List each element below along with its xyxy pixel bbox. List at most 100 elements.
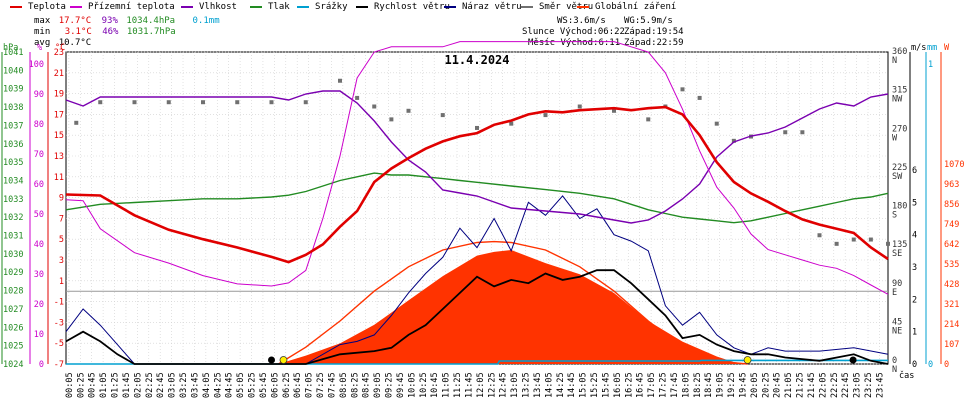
x-tick-label: 04:45 bbox=[225, 372, 235, 398]
y-tick-mm: 1 bbox=[928, 60, 933, 70]
y-tick-temp: 3 bbox=[59, 256, 64, 266]
x-tick-label: 00:45 bbox=[88, 372, 98, 398]
y-tick-w: 856 bbox=[944, 200, 959, 210]
series-temperature bbox=[65, 105, 889, 264]
series-ground-temperature bbox=[65, 41, 889, 295]
legend-swatch bbox=[444, 6, 456, 8]
y-tick-temp: 21 bbox=[54, 69, 64, 79]
y-tick-percent: 20 bbox=[34, 300, 44, 310]
y-tick-deg: 180 bbox=[892, 202, 907, 212]
x-tick-label: 14:25 bbox=[556, 372, 566, 398]
x-tick-label: 20:05 bbox=[750, 372, 760, 398]
stats-avg-label: avg bbox=[34, 38, 51, 48]
y-tick-ms: 1 bbox=[912, 328, 917, 338]
wind-direction-point bbox=[834, 241, 839, 246]
x-tick-label: 03:45 bbox=[190, 372, 200, 398]
y-tick-w: 963 bbox=[944, 180, 959, 190]
series-precipitation bbox=[66, 359, 888, 365]
x-tick-label: 11:05 bbox=[442, 372, 452, 398]
y-tick-w: 0 bbox=[944, 360, 949, 370]
y-tick-hpa: 1033 bbox=[3, 195, 23, 205]
x-tick-label: 19:45 bbox=[738, 372, 748, 398]
x-tick-label: 03:05 bbox=[168, 372, 178, 398]
wind-direction-point bbox=[509, 121, 514, 126]
x-tick-label: 16:45 bbox=[636, 372, 646, 398]
legend: Teplota Přízemní teplota Vlhkost Tlak Srážky… bbox=[0, 0, 966, 16]
x-tick-label: 12:25 bbox=[487, 372, 497, 398]
wind-direction-point bbox=[851, 237, 856, 242]
stats-max-pres: 1034.4hPa bbox=[126, 16, 176, 26]
stats-min-hum: 46% bbox=[102, 27, 119, 37]
stats-max-hum: 93% bbox=[101, 16, 118, 26]
wind-direction-point bbox=[440, 113, 445, 118]
x-tick-label: 15:45 bbox=[601, 372, 611, 398]
x-tick-label: 23:05 bbox=[853, 372, 863, 398]
x-tick-label: 07:05 bbox=[305, 372, 315, 398]
wind-direction-point bbox=[166, 100, 171, 105]
x-tick-label: 18:25 bbox=[693, 372, 703, 398]
legend-swatch bbox=[577, 6, 589, 8]
y-tick-hpa: 1028 bbox=[3, 287, 23, 297]
y-tick-percent: 100 bbox=[29, 60, 44, 70]
stats-min-label: min bbox=[34, 27, 51, 37]
y-tick-percent: 50 bbox=[34, 210, 44, 220]
y-tick-dir: S bbox=[892, 211, 897, 221]
x-tick-label: 02:25 bbox=[145, 372, 155, 398]
stats-max: max 17.7°C 93% 1034.4hPa 0.1mm bbox=[34, 16, 220, 27]
wind-direction-point bbox=[783, 130, 788, 135]
x-tick-label: 17:25 bbox=[659, 372, 669, 398]
y-tick-mm: 0 bbox=[928, 360, 933, 370]
x-tick-label: 22:25 bbox=[830, 372, 840, 398]
axis-ms-title: m/s bbox=[911, 43, 926, 53]
y-tick-temp: -3 bbox=[54, 318, 64, 328]
y-tick-hpa: 1030 bbox=[3, 250, 23, 260]
x-tick-label: 19:05 bbox=[716, 372, 726, 398]
x-tick-label: 06:45 bbox=[293, 372, 303, 398]
x-tick-label: 16:05 bbox=[613, 372, 623, 398]
legend-swatch bbox=[181, 6, 193, 8]
x-tick-label: 11:25 bbox=[453, 372, 463, 398]
moon-set-marker bbox=[849, 356, 857, 364]
y-tick-w: 214 bbox=[944, 320, 959, 330]
wind-direction-point bbox=[132, 100, 137, 105]
x-tick-label: 09:45 bbox=[396, 372, 406, 398]
wind-direction-point bbox=[646, 117, 651, 122]
y-tick-temp: 11 bbox=[54, 173, 64, 183]
y-tick-percent: 0 bbox=[39, 360, 44, 370]
x-tick-label: 07:45 bbox=[327, 372, 337, 398]
y-tick-dir: SE bbox=[892, 249, 902, 259]
y-tick-hpa: 1024 bbox=[3, 360, 23, 370]
wind-direction-point bbox=[714, 121, 719, 126]
y-tick-w: 321 bbox=[944, 300, 959, 310]
wind-direction-point bbox=[731, 138, 736, 143]
y-tick-temp: -7 bbox=[54, 360, 64, 370]
sun-slunce-zapad: Západ:19:54 bbox=[624, 27, 684, 37]
legend-label: Vlhkost bbox=[199, 2, 237, 12]
wind-direction-point bbox=[817, 233, 822, 238]
legend-label: Směr větru bbox=[539, 2, 594, 12]
x-tick-label: 02:05 bbox=[133, 372, 143, 398]
x-tick-label: 12:05 bbox=[476, 372, 486, 398]
legend-label: Náraz větru bbox=[462, 2, 522, 12]
y-tick-temp: 15 bbox=[54, 131, 64, 141]
stats-max-rain: 0.1mm bbox=[192, 16, 220, 26]
y-tick-temp: 13 bbox=[54, 152, 64, 162]
x-tick-label: 06:25 bbox=[282, 372, 292, 398]
legend-swatch bbox=[521, 6, 533, 8]
x-tick-label: 02:45 bbox=[156, 372, 166, 398]
sun-ws: WS:3.6m/s bbox=[557, 16, 606, 26]
y-tick-hpa: 1040 bbox=[3, 66, 23, 76]
x-tick-label: 05:05 bbox=[236, 372, 246, 398]
series-pressure bbox=[65, 172, 889, 224]
y-tick-ms: 0 bbox=[912, 360, 917, 370]
series-theoretical-radiation bbox=[278, 240, 748, 365]
axis-temp-title: °C bbox=[55, 43, 65, 53]
y-tick-deg: 270 bbox=[892, 124, 907, 134]
wind-direction-point bbox=[303, 100, 308, 105]
y-tick-dir: E bbox=[892, 288, 897, 298]
x-tick-label: 23:45 bbox=[875, 372, 885, 398]
wind-direction-point bbox=[868, 237, 873, 242]
x-tick-label: 22:05 bbox=[818, 372, 828, 398]
sun-mesic-zapad: Západ:22:59 bbox=[624, 38, 684, 48]
x-tick-label: 04:05 bbox=[202, 372, 212, 398]
